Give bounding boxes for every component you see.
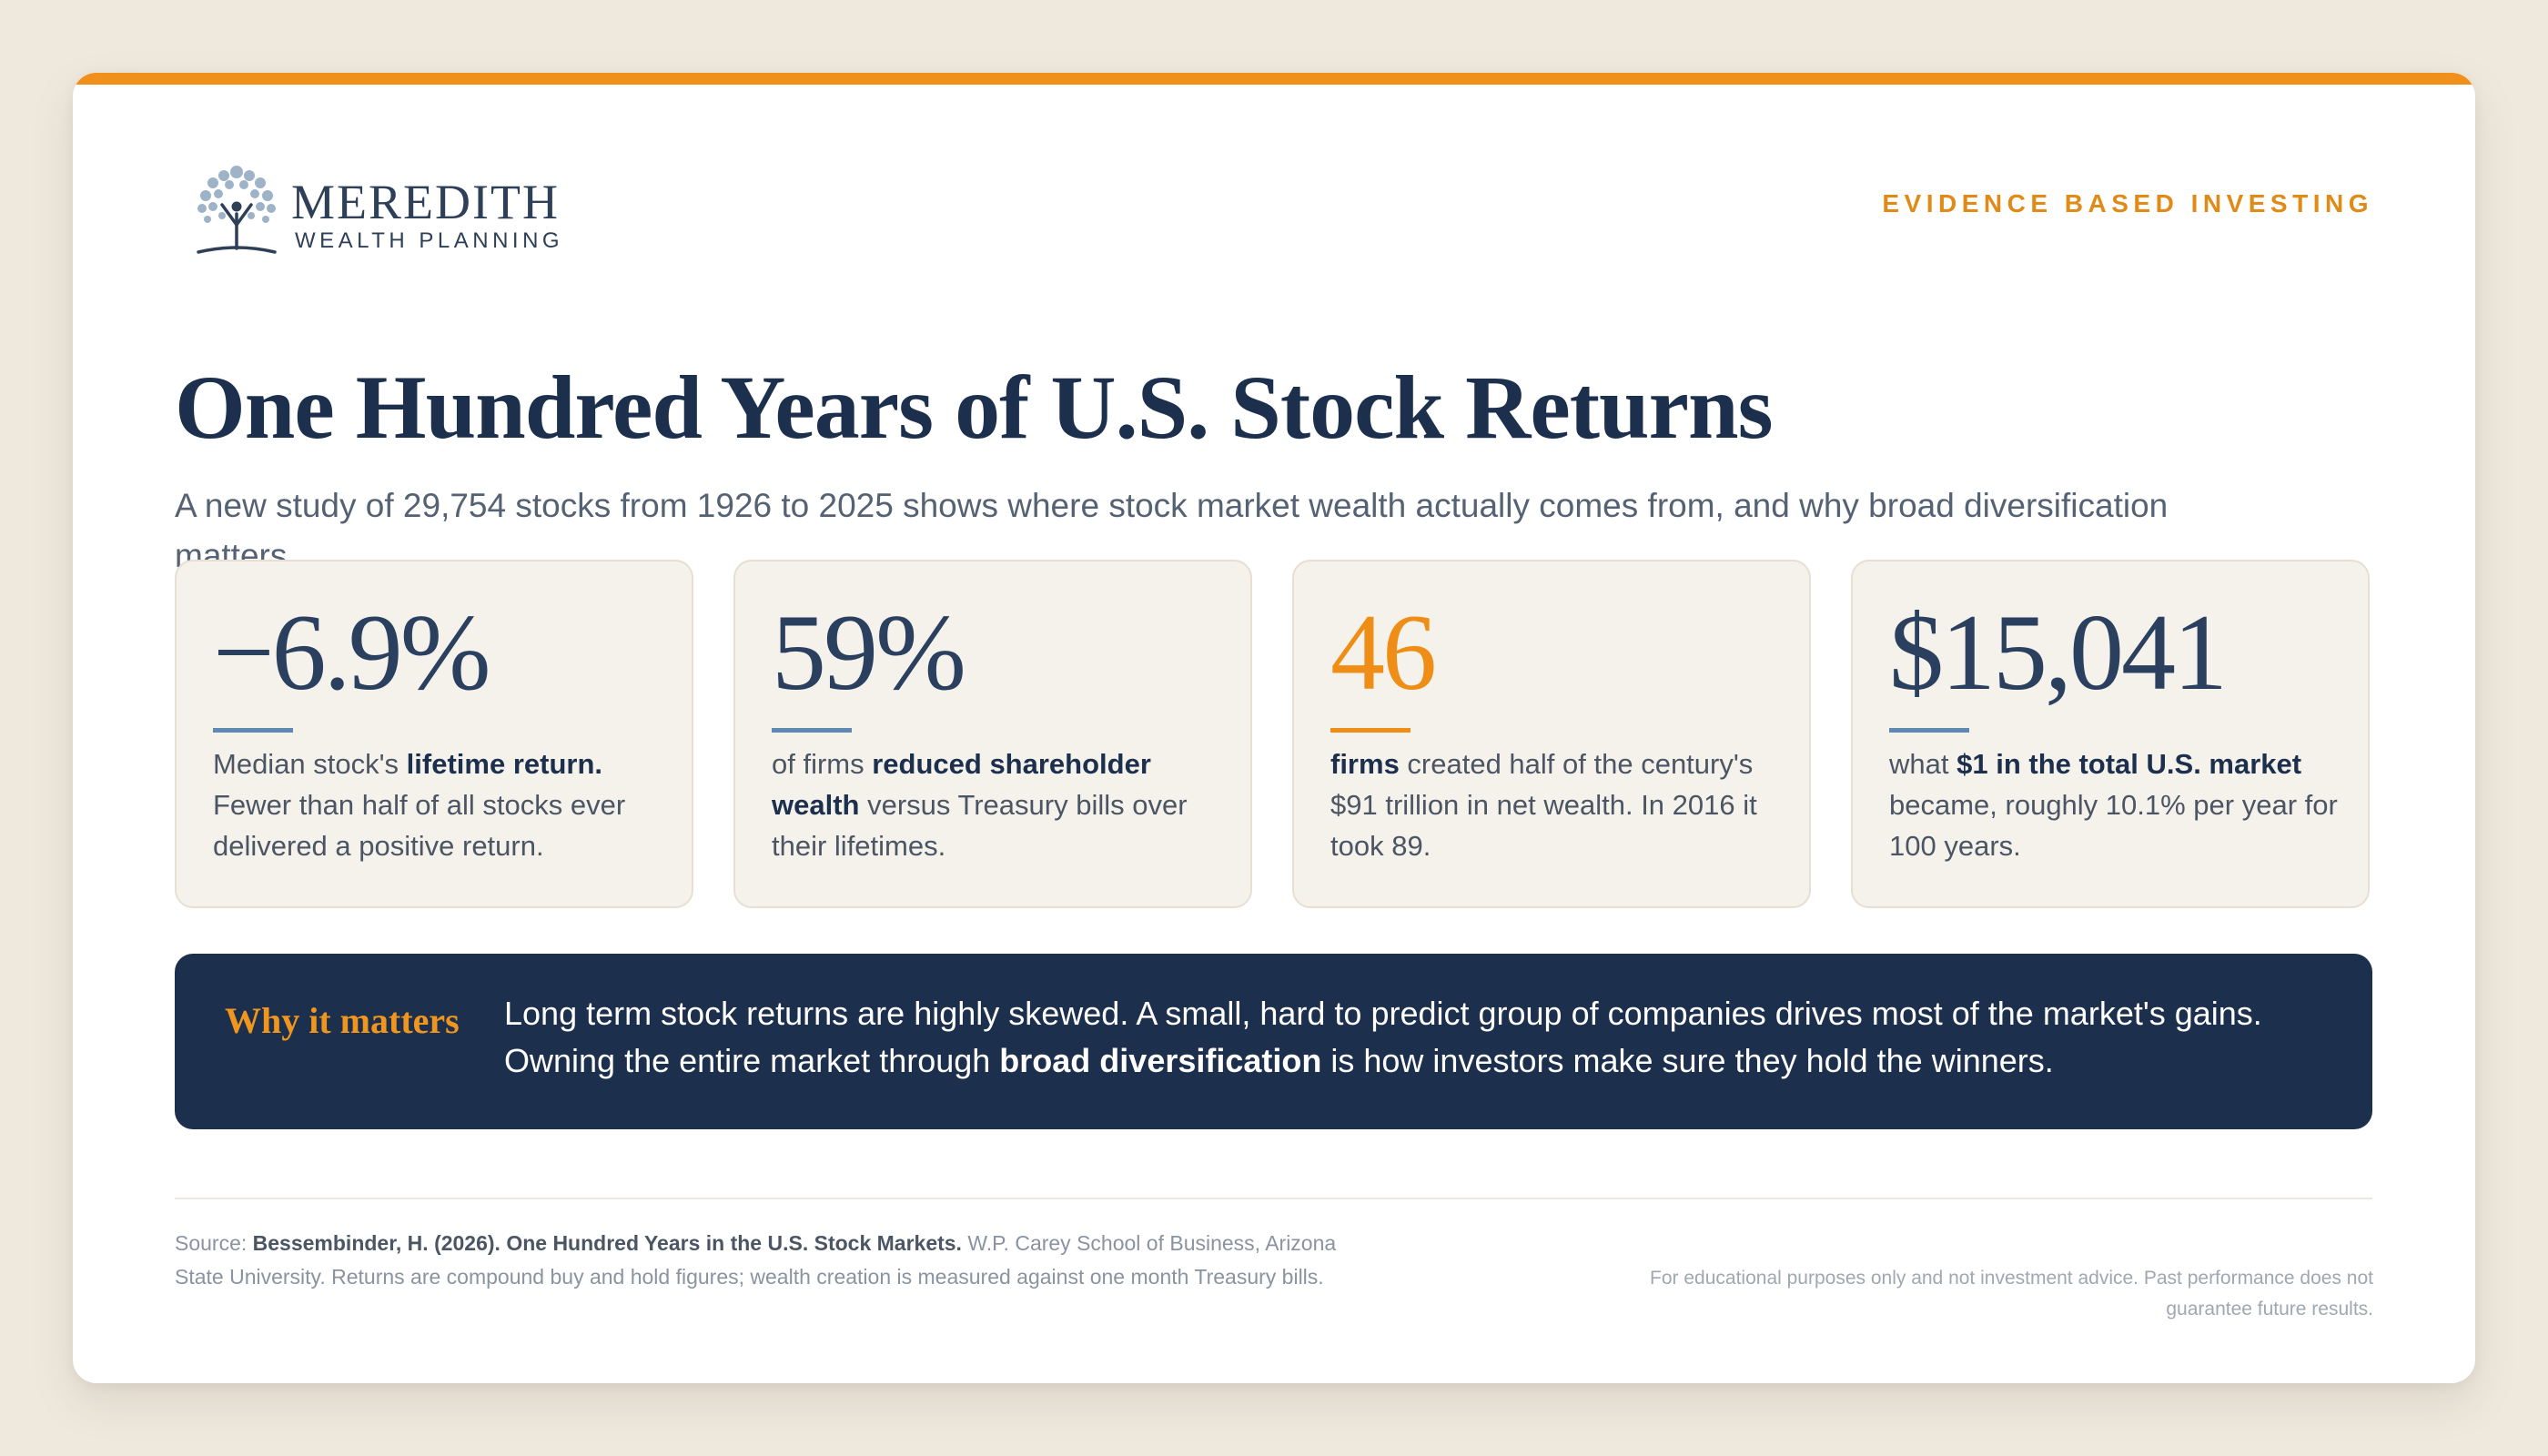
why-text-part: is how investors make sure they hold the… [1321,1042,2054,1079]
stat-value: −6.9% [213,592,491,713]
source-details: W.P. Carey School of Business, Arizona S… [175,1231,1337,1289]
stat-desc-text: Median stock's [213,748,407,780]
page-subtitle: A new study of 29,754 stocks from 1926 t… [175,487,2169,574]
stat-value: $15,041 [1889,592,2228,713]
infographic-card: MEREDITH WEALTH PLANNING EVIDENCE BASED … [73,73,2475,1383]
stat-value: 46 [1330,592,1437,713]
stat-card-dollar-growth: $15,041 what $1 in the total U.S. market… [1851,560,2370,908]
stat-desc-text: Fewer than half of all stocks ever deliv… [213,789,626,862]
stat-desc-emphasis: reduced shareholder wealth [772,748,1151,821]
tree-person-icon [197,166,277,254]
source-label: Source: [175,1231,253,1255]
why-it-matters-text: Long term stock returns are highly skewe… [504,990,2333,1085]
stat-desc-text: became, roughly 10.1% per year for 100 y… [1889,789,2338,862]
stat-description: Median stock's lifetime return. Fewer th… [213,743,663,866]
stat-divider [1889,728,1969,733]
brand-name: MEREDITH [291,175,560,229]
stat-desc-emphasis: lifetime return. [406,748,602,780]
eyebrow-label: EVIDENCE BASED INVESTING [1882,189,2373,217]
why-text-part: Long term stock returns are highly skewe… [504,995,2262,1079]
stat-desc-text: of firms [772,748,873,780]
brand-tagline: WEALTH PLANNING [295,228,564,253]
footer-divider [175,1198,2372,1199]
stat-divider [772,728,852,733]
why-it-matters-label: Why it matters [225,1000,460,1041]
stat-desc-emphasis: firms [1330,748,1400,780]
stat-value: 59% [772,592,966,713]
brand-logo: MEREDITH WEALTH PLANNING [191,159,628,259]
stat-description: firms created half of the century's $91 … [1330,743,1781,866]
stat-description: of firms reduced shareholder wealth vers… [772,743,1222,866]
disclaimer: For educational purposes only and not in… [1650,1268,2373,1320]
accent-top-bar [73,73,2475,85]
stat-divider [1330,728,1410,733]
stat-desc-text: versus Treasury bills over their lifetim… [772,789,1188,862]
stat-desc-text: what [1889,748,1957,780]
stat-card-firms-reduced-wealth: 59% of firms reduced shareholder wealth … [733,560,1252,908]
stat-description: what $1 in the total U.S. market became,… [1889,743,2340,866]
stat-desc-emphasis: $1 in the total U.S. market [1956,748,2302,780]
stat-divider [213,728,293,733]
page-title: One Hundred Years of U.S. Stock Returns [175,357,1774,458]
why-text-emphasis: broad diversification [999,1042,1322,1079]
stat-desc-text: created half of the century's $91 trilli… [1330,748,1757,862]
stat-card-median-return: −6.9% Median stock's lifetime return. Fe… [175,560,693,908]
source-citation: Source: Bessembinder, H. (2026). One Hun… [175,1227,1376,1294]
source-title: Bessembinder, H. (2026). One Hundred Yea… [252,1231,962,1255]
stat-cards: −6.9% Median stock's lifetime return. Fe… [175,560,2372,910]
why-it-matters-banner: Why it matters Long term stock returns a… [175,954,2372,1129]
stat-card-wealth-creators: 46 firms created half of the century's $… [1292,560,1811,908]
